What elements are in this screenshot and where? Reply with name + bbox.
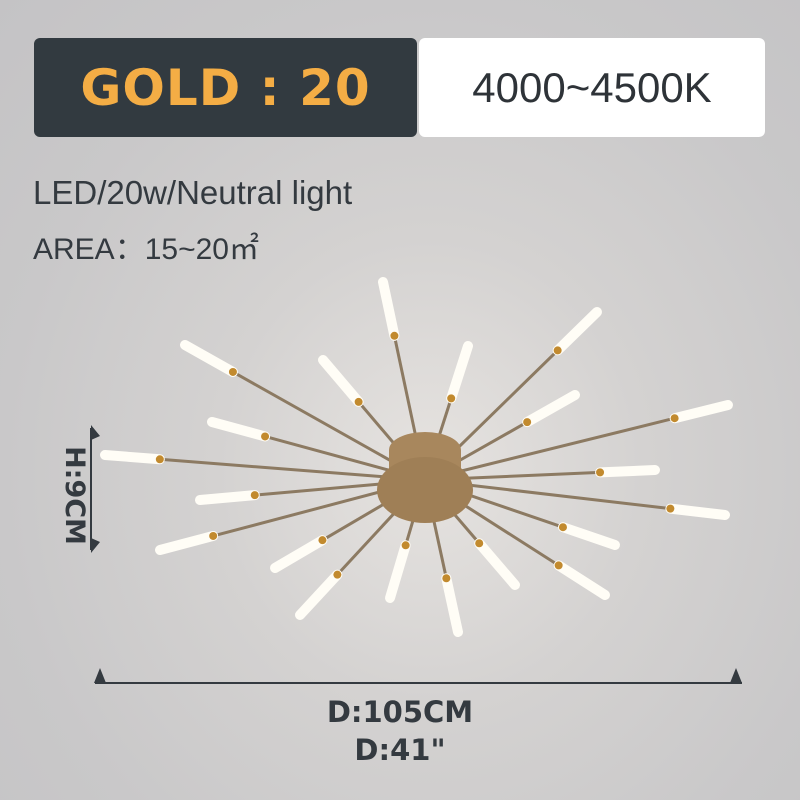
arm-connector <box>442 574 451 583</box>
height-label-box: H:9CM <box>42 445 106 545</box>
light-tube <box>553 560 610 600</box>
light-tube <box>522 390 580 428</box>
light-tube <box>385 540 411 603</box>
light-tube <box>446 341 473 404</box>
light-tube <box>595 465 660 478</box>
light-tube <box>378 277 400 341</box>
color-temperature-badge: 4000~4500K <box>419 38 765 137</box>
light-tube <box>180 340 238 377</box>
arm-connector <box>553 346 562 355</box>
arm-connector <box>554 561 563 570</box>
diameter-cm-label: D:105CM <box>326 695 474 729</box>
light-tube <box>155 530 219 555</box>
arm-connector <box>250 491 259 500</box>
arm-connector <box>475 539 484 548</box>
arm-connector <box>523 418 532 427</box>
light-tube <box>474 538 520 590</box>
diameter-dimension-line <box>94 668 742 684</box>
model-badge: GOLD : 20 <box>34 38 417 137</box>
arm-connector <box>558 523 567 532</box>
model-label: GOLD : 20 <box>80 58 371 117</box>
color-temperature-label: 4000~4500K <box>472 63 712 111</box>
light-tube <box>552 307 602 356</box>
light-tube <box>665 503 730 520</box>
light-tube <box>669 400 733 424</box>
light-tube <box>441 573 463 637</box>
height-label: H:9CM <box>58 445 90 545</box>
power-spec: LED/20w/Neutral light <box>33 174 353 211</box>
arm-connector <box>401 541 410 550</box>
lamp-arm <box>159 457 426 482</box>
arm-connector <box>670 414 679 423</box>
light-tube <box>195 490 260 505</box>
arm-connector <box>261 432 270 441</box>
arm-connector <box>155 455 164 464</box>
arm-connector <box>596 468 605 477</box>
light-tube <box>207 417 271 442</box>
arm-connector <box>228 367 237 376</box>
light-tube <box>295 569 343 620</box>
light-tube <box>270 535 328 573</box>
arm-connector <box>390 331 399 340</box>
height-dimension-line <box>90 425 100 553</box>
lamp-arm <box>424 416 675 482</box>
light-tube <box>100 450 165 465</box>
arm-connector <box>666 504 675 513</box>
light-tube <box>318 355 364 407</box>
diameter-inch-label: D:41" <box>354 733 446 767</box>
arm-connector <box>354 397 363 406</box>
light-tube <box>557 522 620 550</box>
lamp-base-plate <box>377 457 473 523</box>
area-spec: AREA：15~20㎡ <box>33 233 259 266</box>
arm-connector <box>447 394 456 403</box>
arm-connector <box>333 570 342 579</box>
arm-connector <box>318 536 327 545</box>
arm-connector <box>209 531 218 540</box>
lamp-arms <box>100 277 733 637</box>
